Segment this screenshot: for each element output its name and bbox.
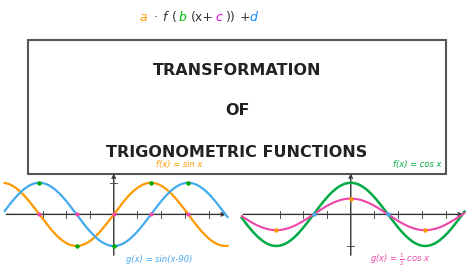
Text: b: b (179, 11, 187, 24)
Text: f(x) = sin x: f(x) = sin x (156, 160, 203, 169)
Text: a: a (140, 11, 147, 24)
Text: f: f (163, 11, 167, 24)
Text: (x+: (x+ (191, 11, 214, 24)
Text: +: + (239, 11, 250, 24)
Text: d: d (250, 11, 258, 24)
Text: g(x) = sin(x-90): g(x) = sin(x-90) (126, 255, 192, 264)
FancyBboxPatch shape (28, 40, 446, 174)
Text: OF: OF (225, 103, 249, 118)
Text: TRIGONOMETRIC FUNCTIONS: TRIGONOMETRIC FUNCTIONS (106, 145, 368, 160)
Text: f(x) = cos x: f(x) = cos x (393, 160, 442, 169)
Text: TRANSFORMATION: TRANSFORMATION (153, 63, 321, 78)
Text: ·: · (154, 11, 158, 24)
Text: g(x) = $\frac{1}{2}$ cos x: g(x) = $\frac{1}{2}$ cos x (370, 252, 430, 266)
Text: )): )) (226, 11, 236, 24)
Text: (: ( (172, 11, 177, 24)
Text: c: c (216, 11, 223, 24)
